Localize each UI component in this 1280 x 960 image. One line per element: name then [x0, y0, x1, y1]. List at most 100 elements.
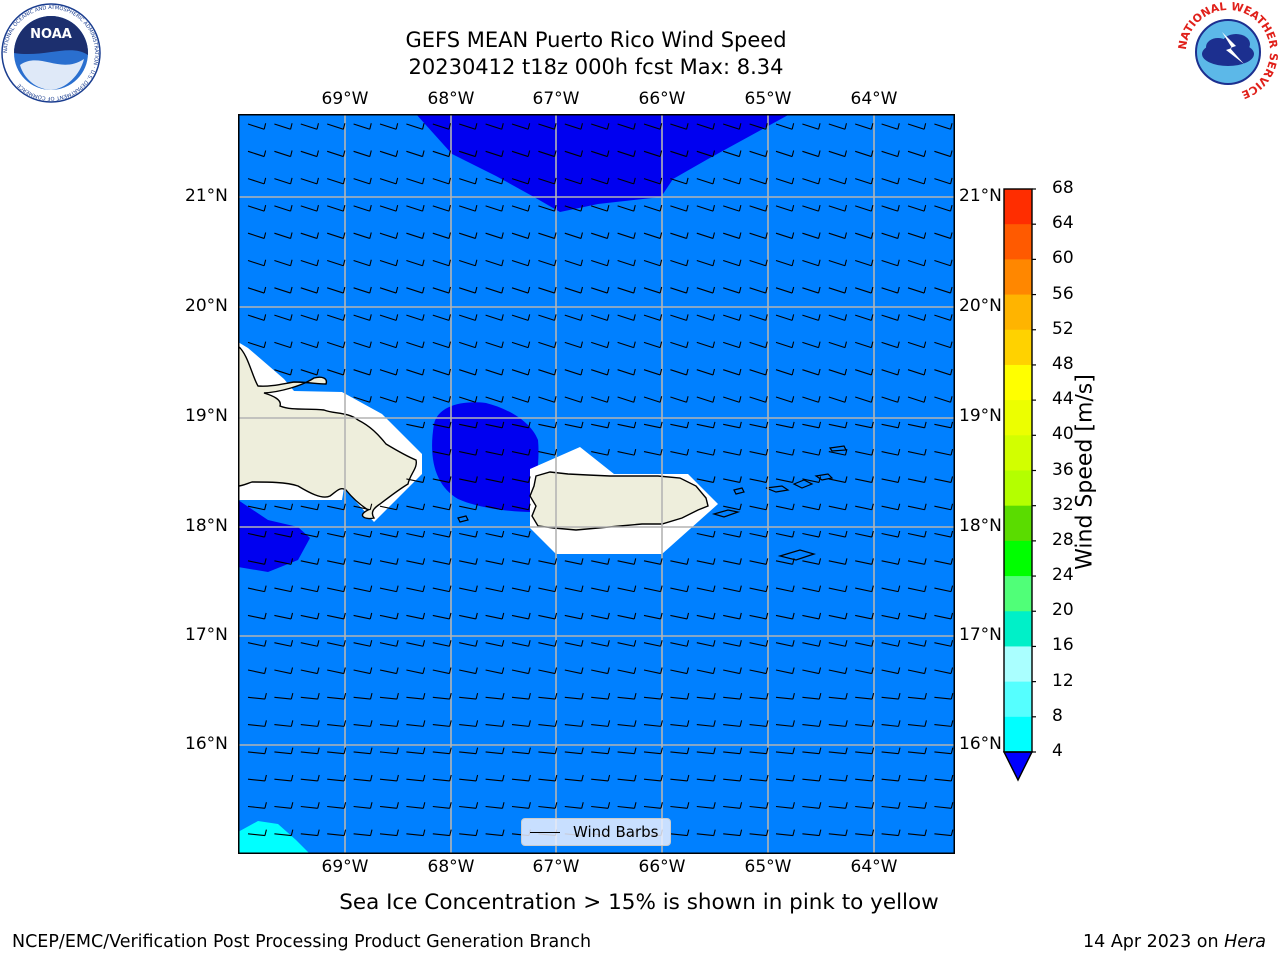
wind-barb	[379, 150, 397, 158]
wind-barb	[300, 560, 318, 565]
wind-barb-tick	[738, 123, 742, 130]
wind-barb	[881, 451, 899, 456]
wind-barb	[881, 778, 899, 782]
wind-barb-tick	[686, 747, 690, 754]
wind-barb	[459, 805, 477, 809]
wind-barb	[247, 724, 265, 727]
wind-barb	[907, 396, 925, 403]
wind-barb	[406, 150, 423, 158]
wind-barb-tick	[290, 774, 294, 782]
wind-barb	[855, 696, 873, 700]
wind-barb	[828, 150, 846, 158]
wind-barb	[670, 669, 688, 675]
wind-barb	[828, 287, 846, 294]
wind-barb-tick	[422, 692, 426, 700]
wind-barb	[406, 778, 424, 782]
wind-barb-tick	[924, 667, 927, 674]
wind-barb	[327, 205, 344, 212]
wind-barb-tick	[448, 421, 452, 428]
wind-barb	[327, 150, 344, 158]
wind-barb-tick	[792, 585, 795, 592]
wind-barb	[670, 369, 687, 376]
wind-barb-tick	[554, 177, 557, 184]
wind-barb	[353, 232, 370, 239]
wind-barb-tick	[633, 667, 637, 674]
colorbar-tick-label: 68	[1052, 178, 1074, 198]
wind-barb	[934, 396, 951, 403]
wind-barb-tick	[686, 123, 689, 130]
wind-barb	[564, 396, 582, 403]
wind-barb	[485, 532, 503, 538]
wind-barb-tick	[316, 503, 320, 510]
wind-barb	[881, 259, 898, 267]
wind-barb-tick	[554, 802, 558, 809]
wind-barb-tick	[844, 232, 848, 239]
wind-barb	[353, 587, 371, 593]
wind-barb-tick	[870, 150, 874, 157]
wind-barb-tick	[818, 205, 821, 212]
colorbar-tick-label: 56	[1052, 283, 1074, 304]
wind-barb-tick	[633, 259, 636, 266]
wind-barb	[670, 696, 688, 700]
wind-barb	[538, 642, 556, 647]
wind-barb	[432, 396, 450, 403]
wind-barb-tick	[395, 150, 399, 157]
wind-barb-tick	[897, 667, 901, 674]
wind-barb-tick	[369, 314, 372, 321]
wind-barb-tick	[342, 341, 346, 348]
wind-barb	[406, 341, 423, 349]
wind-barb	[538, 232, 555, 239]
wind-barb	[855, 150, 872, 158]
wind-barb-tick	[474, 205, 478, 212]
wind-barb-tick	[950, 530, 954, 538]
wind-barb-tick	[897, 802, 901, 809]
wind-barb-tick	[950, 585, 954, 592]
colorbar-segment	[1004, 540, 1032, 577]
wind-barb	[406, 724, 424, 727]
wind-barb	[907, 642, 925, 647]
wind-barb	[406, 423, 424, 429]
wind-barb	[934, 751, 952, 755]
colorbar-segment	[1004, 716, 1032, 753]
wind-barb-tick	[713, 774, 716, 782]
wind-barb	[538, 314, 555, 321]
wind-barb-tick	[369, 829, 373, 836]
wind-barb-tick	[528, 449, 531, 456]
legend: Wind Barbs	[521, 818, 671, 846]
wind-barb	[511, 341, 529, 349]
wind-barb	[353, 560, 371, 565]
wind-barb-tick	[422, 123, 425, 130]
colorbar-tick-label: 12	[1052, 670, 1074, 691]
wind-barb-tick	[738, 205, 742, 212]
wind-barb-tick	[686, 667, 690, 674]
wind-barb-tick	[501, 774, 505, 782]
wind-barb-tick	[317, 802, 320, 809]
wind-barb	[696, 123, 714, 130]
colorbar-label: Wind Speed [m/s]	[1072, 374, 1098, 570]
wind-barb-tick	[343, 503, 346, 510]
wind-barb-tick	[369, 205, 372, 212]
wind-barb-tick	[554, 612, 558, 620]
wind-barb-tick	[501, 720, 505, 727]
wind-barb	[511, 805, 529, 809]
wind-barb	[406, 478, 424, 483]
wind-barb-tick	[343, 829, 347, 836]
wind-barb	[670, 642, 688, 647]
wind-barb	[802, 505, 820, 511]
wind-barb-tick	[448, 286, 452, 294]
wind-speed-map[interactable]	[238, 114, 955, 854]
wind-barb	[802, 259, 819, 267]
wind-barb	[617, 696, 635, 700]
wind-barb	[379, 669, 397, 675]
wind-barb-tick	[897, 123, 900, 130]
lat-label-right-21n: 21°N	[959, 186, 1002, 206]
wind-barb-tick	[580, 314, 584, 321]
wind-barb	[723, 123, 740, 130]
wind-barb	[300, 369, 318, 376]
wind-barb-tick	[607, 585, 610, 592]
wind-barb-tick	[818, 558, 822, 565]
wind-barb	[643, 423, 661, 429]
wind-barb-tick	[818, 829, 822, 836]
wind-barb-tick	[317, 747, 320, 754]
wind-barb-tick	[818, 177, 821, 184]
